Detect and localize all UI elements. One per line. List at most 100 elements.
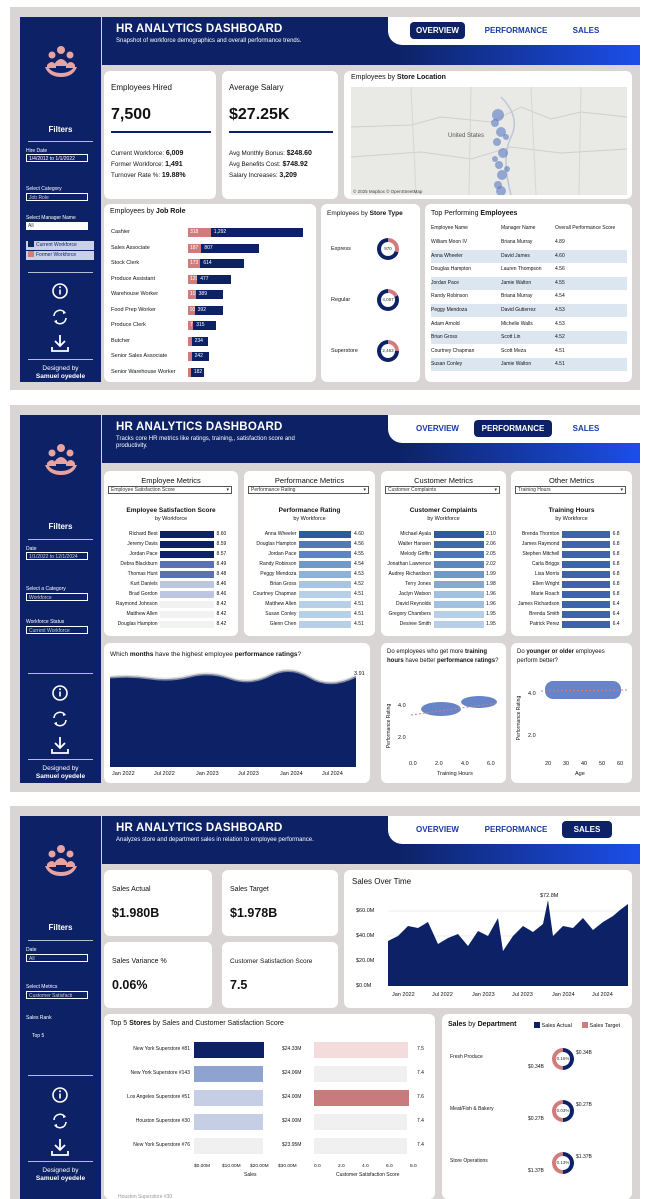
former-bar[interactable] [188, 352, 192, 361]
metric-bar[interactable] [299, 571, 352, 578]
current-bar[interactable] [193, 321, 216, 330]
metric-select[interactable]: Employee Satisfaction Score [108, 486, 232, 494]
metric-bar[interactable] [433, 561, 484, 568]
store-type-donut[interactable]: 2,463 [377, 340, 399, 362]
current-bar[interactable] [195, 290, 224, 299]
download-icon[interactable] [48, 733, 72, 757]
former-bar[interactable] [188, 367, 191, 377]
refresh-icon[interactable] [48, 305, 72, 329]
metric-bar[interactable] [561, 581, 611, 588]
former-bar[interactable] [188, 243, 202, 253]
manager-select[interactable]: All [26, 222, 88, 230]
current-bar[interactable] [201, 243, 259, 253]
tab-overview[interactable]: OVERVIEW [416, 424, 459, 433]
metric-bar[interactable] [160, 561, 214, 568]
former-bar[interactable] [188, 321, 194, 330]
download-icon[interactable] [48, 1135, 72, 1159]
current-bar[interactable] [194, 305, 223, 315]
dept-donut[interactable]: 0.13% [552, 1152, 574, 1174]
metric-bar[interactable] [299, 551, 352, 558]
store-sales-bar[interactable] [194, 1042, 264, 1058]
info-icon[interactable] [48, 279, 72, 303]
metric-bar[interactable] [561, 531, 611, 538]
store-score-bar[interactable] [314, 1042, 408, 1058]
metric-bar[interactable] [299, 591, 352, 598]
info-icon[interactable] [48, 1083, 72, 1107]
metric-bar[interactable] [160, 591, 214, 598]
metric-bar[interactable] [561, 571, 611, 578]
former-bar[interactable] [188, 274, 198, 284]
current-bar[interactable] [210, 228, 303, 237]
former-bar[interactable] [188, 290, 196, 299]
metric-bar[interactable] [160, 611, 214, 618]
table-row[interactable]: Jordan Pace Jamie Walton 4.55 [431, 276, 627, 290]
metric-bar[interactable] [160, 621, 214, 628]
table-row[interactable]: Adam Arnold Michelle Walls 4.53 [431, 317, 627, 331]
metric-bar[interactable] [299, 621, 352, 628]
table-row[interactable]: Peggy Mendoza David Gutierrez 4.53 [431, 304, 627, 317]
refresh-icon[interactable] [48, 1109, 72, 1133]
legend-former[interactable]: Former Workforce [26, 251, 94, 260]
dept-donut[interactable]: 0.03% [552, 1100, 574, 1122]
metric-bar[interactable] [160, 551, 214, 558]
metric-bar[interactable] [433, 591, 484, 598]
rank-value[interactable]: Top 5 [32, 1033, 45, 1039]
status-select[interactable]: Current Workforce [26, 626, 88, 634]
months-area-chart[interactable] [110, 667, 366, 769]
store-score-bar[interactable] [314, 1090, 409, 1106]
metric-bar[interactable] [433, 571, 484, 578]
metric-bar[interactable] [561, 621, 611, 628]
metric-bar[interactable] [160, 571, 214, 578]
tab-overview[interactable]: OVERVIEW [416, 825, 459, 834]
metric-bar[interactable] [160, 531, 214, 538]
store-type-donut[interactable]: 4,067 [377, 289, 399, 311]
info-icon[interactable] [48, 681, 72, 705]
table-row[interactable]: Susan Conley Jamie Walton 4.51 [431, 358, 627, 372]
metric-bar[interactable] [433, 541, 484, 548]
table-row[interactable]: Courtney Chapman Scott Meza 4.51 [431, 344, 627, 358]
metric-bar[interactable] [299, 531, 352, 538]
former-bar[interactable] [188, 259, 201, 268]
metric-bar[interactable] [561, 561, 611, 568]
metric-bar[interactable] [561, 541, 611, 548]
metric-bar[interactable] [160, 581, 214, 588]
refresh-icon[interactable] [48, 707, 72, 731]
category-select[interactable]: Workforce [26, 593, 88, 601]
date-filter[interactable]: All [26, 954, 88, 962]
current-bar[interactable] [200, 259, 245, 268]
store-sales-bar[interactable] [194, 1138, 263, 1154]
age-scatter[interactable] [537, 673, 629, 753]
store-score-bar[interactable] [314, 1114, 407, 1130]
metric-bar[interactable] [433, 531, 484, 538]
metric-bar[interactable] [561, 611, 611, 618]
store-score-bar[interactable] [314, 1138, 407, 1154]
dept-donut[interactable]: 0.16% [552, 1048, 574, 1070]
table-row[interactable]: William Moon IV Briana Murray 4.89 [431, 236, 627, 249]
tab-overview[interactable]: OVERVIEW [410, 22, 465, 39]
current-bar[interactable] [191, 336, 209, 346]
date-filter[interactable]: 1/1/2022 to 12/1/2024 [26, 552, 88, 560]
store-sales-bar[interactable] [194, 1090, 263, 1106]
current-bar[interactable] [197, 274, 232, 284]
tab-sales[interactable]: SALES [562, 821, 612, 838]
store-sales-bar[interactable] [194, 1114, 263, 1130]
tab-sales[interactable]: SALES [572, 26, 600, 35]
metric-select[interactable]: Performance Rating [248, 486, 369, 494]
metrics-select[interactable]: Customer Satisfacti [26, 991, 88, 999]
tab-performance[interactable]: PERFORMANCE [474, 420, 552, 437]
current-bar[interactable] [190, 367, 204, 377]
tab-sales[interactable]: SALES [572, 424, 600, 433]
table-row[interactable]: Anna Wheeler David James 4.60 [431, 249, 627, 263]
metric-bar[interactable] [433, 581, 484, 588]
legend-current[interactable]: Current Workforce [26, 241, 94, 250]
metric-bar[interactable] [299, 541, 352, 548]
download-icon[interactable] [48, 331, 72, 355]
former-bar[interactable] [188, 336, 192, 346]
tab-performance[interactable]: PERFORMANCE [484, 825, 548, 834]
metric-bar[interactable] [561, 601, 611, 608]
hire-date-filter[interactable]: 1/4/2012 to 1/1/2022 [26, 154, 88, 162]
metric-bar[interactable] [160, 601, 214, 608]
tab-performance[interactable]: PERFORMANCE [484, 26, 548, 35]
metric-bar[interactable] [433, 551, 484, 558]
store-type-donut[interactable]: 970 [377, 238, 399, 260]
